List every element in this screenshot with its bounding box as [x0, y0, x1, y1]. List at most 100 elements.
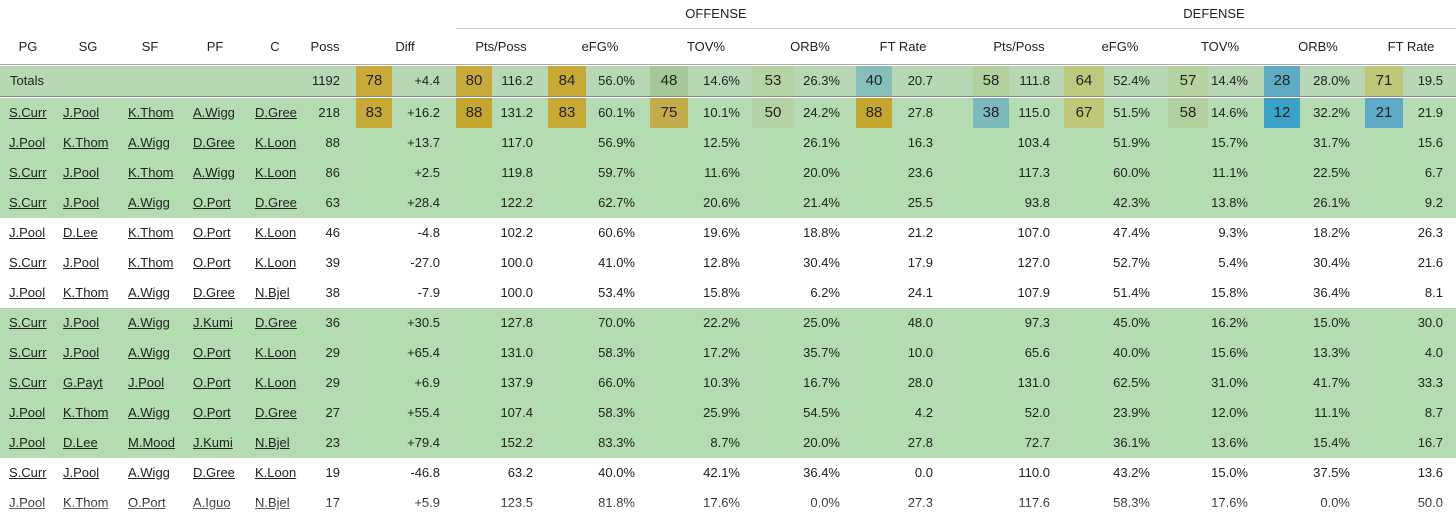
player-link[interactable]: O.Port [193, 255, 231, 270]
player-link[interactable]: A.Wigg [128, 465, 170, 480]
player-link[interactable]: A.Wigg [128, 345, 170, 360]
lineup-row[interactable]: J.Pool K.Thom A.Wigg D.Gree N.Bjel 38 -7.9 100.… [0, 278, 1456, 308]
player-link[interactable]: D.Gree [193, 465, 235, 480]
player-link[interactable]: J.Pool [128, 375, 165, 390]
col-header-off-ft-rate[interactable]: FT Rate [879, 39, 927, 54]
player-link[interactable]: S.Curr [9, 165, 47, 180]
player-link[interactable]: K.Loon [255, 345, 297, 360]
player-link[interactable]: J.Pool [9, 435, 46, 450]
player-link[interactable]: S.Curr [9, 375, 47, 390]
col-header-def-orb[interactable]: ORB% [1298, 39, 1338, 54]
player-link[interactable]: D.Gree [255, 105, 297, 120]
player-link[interactable]: S.Curr [9, 255, 47, 270]
player-link[interactable]: K.Loon [255, 375, 297, 390]
lineup-row[interactable]: S.Curr J.Pool A.Wigg J.Kumi D.Gree 36 +30.5 127… [0, 308, 1456, 338]
col-header-def-pts-poss[interactable]: Pts/Poss [993, 39, 1045, 54]
player-link[interactable]: K.Loon [255, 135, 297, 150]
player-link[interactable]: J.Pool [63, 255, 100, 270]
player-link[interactable]: A.Wigg [128, 405, 170, 420]
player-link[interactable]: A.Wigg [193, 105, 235, 120]
lineup-row[interactable]: J.Pool D.Lee M.Mood J.Kumi N.Bjel 23 +79.4 152.… [0, 428, 1456, 458]
player-link[interactable]: D.Gree [193, 285, 235, 300]
player-link[interactable]: K.Thom [63, 285, 109, 300]
player-link[interactable]: K.Thom [63, 135, 109, 150]
player-link[interactable]: D.Gree [255, 405, 297, 420]
col-header-poss[interactable]: Poss [310, 39, 340, 54]
player-link[interactable]: K.Thom [128, 255, 174, 270]
lineup-row[interactable]: S.Curr J.Pool A.Wigg D.Gree K.Loon 19 -46.8 63.… [0, 458, 1456, 488]
player-link[interactable]: K.Thom [128, 105, 174, 120]
lineup-row[interactable]: J.Pool K.Thom A.Wigg O.Port D.Gree 27 +55.4 107… [0, 398, 1456, 428]
col-header-sg[interactable]: SG [78, 39, 98, 54]
col-header-sf[interactable]: SF [141, 39, 159, 54]
col-header-off-orb[interactable]: ORB% [790, 39, 830, 54]
lineup-row[interactable]: S.Curr G.Payt J.Pool O.Port K.Loon 29 +6.9 137.… [0, 368, 1456, 398]
player-link[interactable]: A.Wigg [193, 165, 235, 180]
player-link[interactable]: K.Thom [128, 225, 174, 240]
col-header-pg[interactable]: PG [18, 39, 38, 54]
player-link[interactable]: N.Bjel [255, 435, 290, 450]
player-link[interactable]: S.Curr [9, 315, 47, 330]
player-link[interactable]: S.Curr [9, 105, 47, 120]
player-link[interactable]: J.Pool [63, 165, 100, 180]
lineup-row[interactable]: J.Pool K.Thom A.Wigg D.Gree K.Loon 88 +13.7 117… [0, 128, 1456, 158]
lineup-row[interactable]: S.Curr J.Pool K.Thom O.Port K.Loon 39 -27.0 100… [0, 248, 1456, 278]
player-link[interactable]: K.Thom [128, 165, 174, 180]
player-link[interactable]: A.Wigg [128, 135, 170, 150]
player-link[interactable]: K.Loon [255, 255, 297, 270]
player-link[interactable]: J.Pool [63, 465, 100, 480]
col-header-diff[interactable]: Diff [395, 39, 415, 54]
lineup-row[interactable]: S.Curr J.Pool K.Thom A.Wigg K.Loon 86 +2.5 119.… [0, 158, 1456, 188]
player-link[interactable]: A.Wigg [128, 285, 170, 300]
player-link[interactable]: O.Port [193, 375, 231, 390]
lineup-row[interactable]: 83 88 83 75 50 88 38 67 58 12 21 S.Curr J.Pool K.Thom… [0, 98, 1456, 128]
player-link[interactable]: J.Pool [9, 495, 46, 510]
lineup-row[interactable]: J.Pool D.Lee K.Thom O.Port K.Loon 46 -4.8 102.2… [0, 218, 1456, 248]
player-link[interactable]: O.Port [193, 345, 231, 360]
player-link[interactable]: J.Kumi [193, 315, 233, 330]
player-link[interactable]: O.Port [193, 225, 231, 240]
player-link[interactable]: A.Iguo [193, 495, 231, 510]
player-link[interactable]: K.Thom [63, 405, 109, 420]
player-link[interactable]: D.Lee [63, 435, 98, 450]
col-header-off-tov[interactable]: TOV% [686, 39, 726, 54]
player-link[interactable]: S.Curr [9, 345, 47, 360]
player-link[interactable]: J.Pool [63, 315, 100, 330]
player-link[interactable]: J.Pool [9, 405, 46, 420]
col-header-def-tov[interactable]: TOV% [1200, 39, 1240, 54]
player-link[interactable]: J.Pool [63, 105, 100, 120]
player-link[interactable]: J.Kumi [193, 435, 233, 450]
player-link[interactable]: J.Pool [9, 285, 46, 300]
player-link[interactable]: S.Curr [9, 195, 47, 210]
player-link[interactable]: J.Pool [9, 225, 46, 240]
col-header-c[interactable]: C [270, 39, 280, 54]
player-link[interactable]: N.Bjel [255, 285, 290, 300]
lineup-row[interactable]: S.Curr J.Pool A.Wigg O.Port D.Gree 63 +28.4 122… [0, 188, 1456, 218]
player-link[interactable]: D.Lee [63, 225, 98, 240]
player-link[interactable]: S.Curr [9, 465, 47, 480]
player-link[interactable]: M.Mood [128, 435, 175, 450]
col-header-off-pts-poss[interactable]: Pts/Poss [475, 39, 527, 54]
player-link[interactable]: G.Payt [63, 375, 103, 390]
player-link[interactable]: A.Wigg [128, 195, 170, 210]
col-header-off-efg[interactable]: eFG% [581, 39, 619, 54]
player-link[interactable]: D.Gree [193, 135, 235, 150]
player-link[interactable]: O.Port [193, 405, 231, 420]
player-link[interactable]: O.Port [128, 495, 166, 510]
player-link[interactable]: D.Gree [255, 315, 297, 330]
player-link[interactable]: K.Loon [255, 165, 297, 180]
lineup-row[interactable]: S.Curr J.Pool A.Wigg O.Port K.Loon 29 +65.4 131… [0, 338, 1456, 368]
player-link[interactable]: A.Wigg [128, 315, 170, 330]
col-header-def-ft-rate[interactable]: FT Rate [1387, 39, 1435, 54]
col-header-pf[interactable]: PF [206, 39, 224, 54]
col-header-def-efg[interactable]: eFG% [1101, 39, 1139, 54]
player-link[interactable]: J.Pool [63, 195, 100, 210]
player-link[interactable]: D.Gree [255, 195, 297, 210]
player-link[interactable]: K.Loon [255, 465, 297, 480]
lineup-row[interactable]: J.Pool K.Thom O.Port A.Iguo N.Bjel 17 +5.9 123.… [0, 488, 1456, 518]
player-link[interactable]: K.Loon [255, 225, 297, 240]
player-link[interactable]: K.Thom [63, 495, 109, 510]
player-link[interactable]: O.Port [193, 195, 231, 210]
player-link[interactable]: J.Pool [63, 345, 100, 360]
player-link[interactable]: J.Pool [9, 135, 46, 150]
